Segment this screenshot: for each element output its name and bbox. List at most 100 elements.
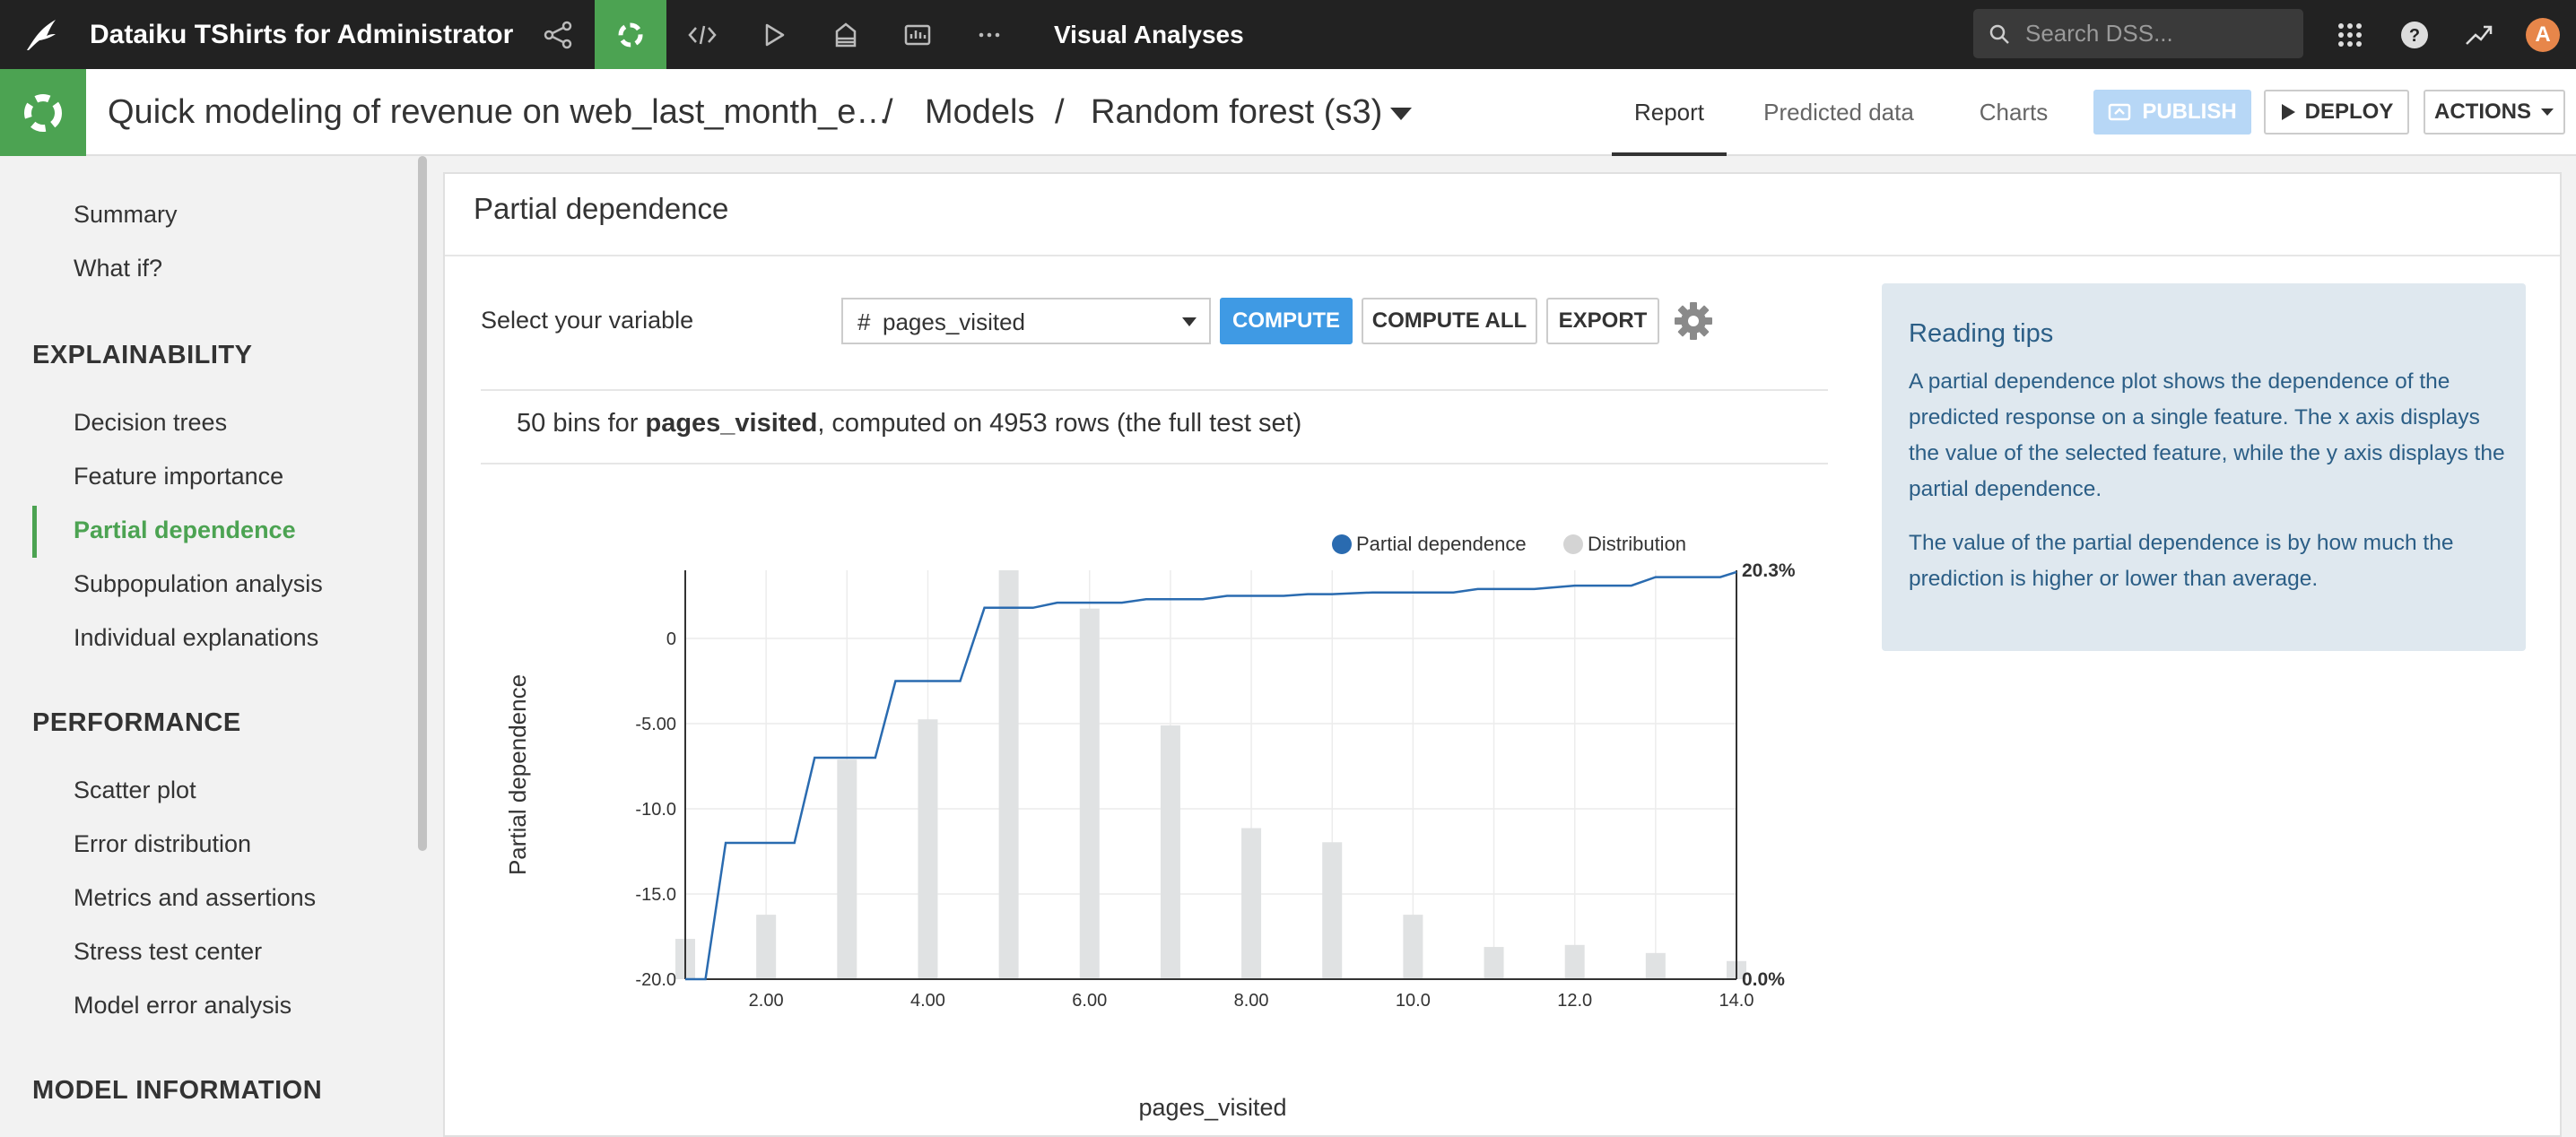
more-icon[interactable]: [953, 0, 1025, 69]
publish-button[interactable]: PUBLISH: [2093, 90, 2251, 135]
avatar[interactable]: A: [2526, 18, 2560, 52]
y2-min-label: 0.0%: [1742, 969, 1785, 990]
sidebar-item-error-distribution[interactable]: Error distribution: [74, 830, 252, 857]
y-tick-label: -15.0: [635, 885, 676, 905]
numeric-type-icon: #: [857, 308, 871, 335]
dataiku-logo-icon[interactable]: [23, 16, 61, 54]
section-performance: PERFORMANCE: [32, 708, 241, 737]
project-title[interactable]: Dataiku TShirts for Administrator: [90, 20, 514, 49]
sidebar-item-summary[interactable]: Summary: [74, 201, 178, 228]
compute-button[interactable]: COMPUTE: [1220, 298, 1353, 344]
breadcrumb-analysis[interactable]: Quick modeling of revenue on web_last_mo…: [108, 93, 891, 131]
distribution-bar: [1322, 842, 1343, 979]
divider: [481, 389, 1828, 391]
breadcrumb-models[interactable]: Models: [925, 93, 1035, 131]
activity-icon[interactable]: [2452, 0, 2506, 69]
apps-grid-icon[interactable]: [2323, 0, 2377, 69]
breadcrumb-separator: /: [883, 93, 893, 131]
y-tick-label: -10.0: [635, 800, 676, 820]
run-icon[interactable]: [738, 0, 810, 69]
y-tick-label: -5.00: [635, 715, 676, 734]
divider: [481, 463, 1828, 464]
tab-predicted-data[interactable]: Predicted data: [1763, 99, 1914, 126]
code-icon[interactable]: [666, 0, 738, 69]
model-lab-icon: [0, 69, 86, 156]
chevron-down-icon[interactable]: [1387, 100, 1415, 126]
tab-report[interactable]: Report: [1612, 69, 1727, 156]
sidebar-item-partial-dependence[interactable]: Partial dependence: [74, 516, 296, 543]
sidebar-item-model-error-analysis[interactable]: Model error analysis: [74, 992, 292, 1019]
dashboard-icon[interactable]: [882, 0, 953, 69]
actions-button[interactable]: ACTIONS: [2424, 90, 2565, 135]
breadcrumb-model[interactable]: Random forest (s3): [1091, 93, 1383, 131]
section-explainability: EXPLAINABILITY: [32, 341, 253, 369]
x-tick-label: 12.0: [1557, 991, 1592, 1011]
x-tick-label: 10.0: [1396, 991, 1431, 1011]
distribution-bar: [1403, 915, 1423, 979]
search-input[interactable]: [2025, 9, 2294, 58]
legend-marker: [1332, 534, 1352, 554]
sidebar-item-stress-test-center[interactable]: Stress test center: [74, 938, 263, 965]
reading-tips-paragraph: A partial dependence plot shows the depe…: [1909, 369, 2505, 501]
flow-icon[interactable]: [522, 0, 594, 69]
section-model-information: MODEL INFORMATION: [32, 1076, 323, 1105]
current-section-label[interactable]: Visual Analyses: [1054, 21, 1244, 48]
page-title: Partial dependence: [474, 192, 729, 225]
play-icon: [2281, 104, 2295, 120]
publish-label: PUBLISH: [2142, 100, 2237, 124]
bins-info-prefix: 50 bins for: [517, 409, 646, 438]
deploy-icon[interactable]: [810, 0, 882, 69]
compute-all-button[interactable]: COMPUTE ALL: [1362, 298, 1537, 344]
y-tick-label: 0: [666, 629, 676, 649]
gear-icon[interactable]: [1672, 299, 1715, 343]
search-icon: [1989, 24, 2009, 44]
partial-dependence-chart: -20.0 -15.0 -10.0 -5.00 0 2.00 4.00 6.00 8.00 10.…: [504, 533, 1796, 1121]
sidebar-item-metrics-and-assertions[interactable]: Metrics and assertions: [74, 884, 317, 911]
partial-dependence-panel: Partial dependence Select your variable …: [443, 172, 2562, 1137]
distribution-bar: [1160, 725, 1180, 979]
reading-tips-title: Reading tips: [1909, 319, 2054, 348]
x-tick-label: 4.00: [910, 991, 945, 1011]
x-axis-label: pages_visited: [1138, 1094, 1286, 1121]
svg-text:?: ?: [2409, 26, 2420, 46]
sidebar-item-individual-explanations[interactable]: Individual explanations: [74, 624, 319, 651]
legend-label: Distribution: [1588, 533, 1686, 555]
deploy-button[interactable]: DEPLOY: [2264, 90, 2409, 135]
legend-marker: [1563, 534, 1583, 554]
global-search[interactable]: [1973, 9, 2303, 58]
export-button[interactable]: EXPORT: [1546, 298, 1659, 344]
legend-label: Partial dependence: [1356, 533, 1527, 555]
distribution-bar: [756, 915, 777, 979]
tab-charts[interactable]: Charts: [1979, 99, 2049, 126]
sidebar-scrollbar[interactable]: [418, 156, 427, 851]
top-navbar: Dataiku TShirts for Administrator Visual…: [0, 0, 2576, 69]
variable-select[interactable]: # pages_visited: [841, 298, 1211, 344]
distribution-bar: [918, 719, 938, 979]
distribution-bar: [1484, 947, 1504, 979]
distribution-bar: [1079, 608, 1100, 979]
actions-label: ACTIONS: [2434, 100, 2531, 124]
distribution-bar: [1241, 828, 1262, 979]
sidebar-item-subpopulation-analysis[interactable]: Subpopulation analysis: [74, 570, 323, 597]
sidebar-item-what-if[interactable]: What if?: [74, 255, 163, 282]
x-tick-label: 2.00: [749, 991, 784, 1011]
active-item-indicator: [32, 506, 37, 558]
bins-info-suffix: , computed on 4953 rows (the full test s…: [817, 409, 1302, 438]
caret-down-icon: [2541, 108, 2554, 116]
sidebar-item-feature-importance[interactable]: Feature importance: [74, 463, 284, 490]
lab-icon[interactable]: [595, 0, 666, 69]
reading-tips: Reading tips A partial dependence plot s…: [1882, 283, 2526, 651]
sidebar-item-scatter-plot[interactable]: Scatter plot: [74, 777, 196, 803]
distribution-bar: [1645, 952, 1666, 979]
reading-tips-paragraph: The value of the partial dependence is b…: [1909, 531, 2454, 591]
sidebar-item-decision-trees[interactable]: Decision trees: [74, 409, 228, 436]
y2-max-label: 20.3%: [1742, 560, 1796, 581]
x-tick-label: 8.00: [1234, 991, 1269, 1011]
help-icon[interactable]: ?: [2388, 0, 2441, 69]
bins-info: 50 bins for pages_visited, computed on 4…: [517, 409, 1301, 438]
bins-info-variable: pages_visited: [645, 409, 818, 438]
model-header: Quick modeling of revenue on web_last_mo…: [0, 69, 2576, 156]
y-tick-label: -20.0: [635, 970, 676, 990]
x-tick-label: 6.00: [1072, 991, 1107, 1011]
breadcrumb-separator: /: [1055, 93, 1065, 131]
